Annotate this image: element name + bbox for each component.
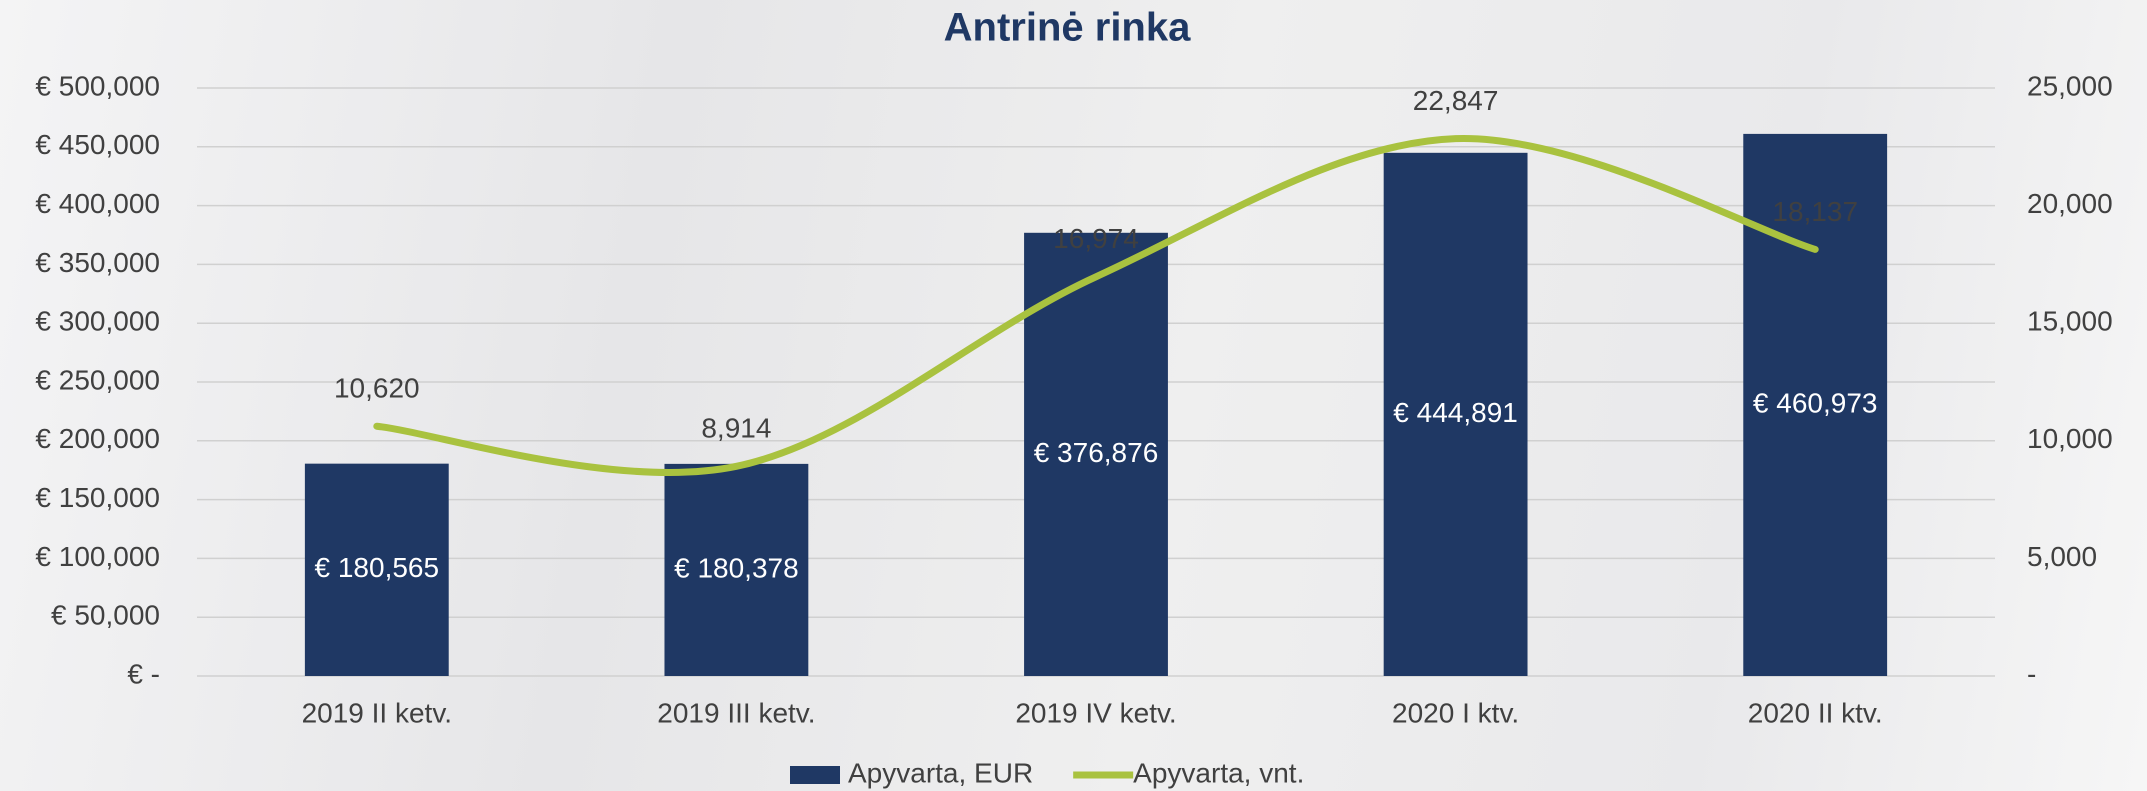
y2-tick-label: 25,000 [2027, 70, 2113, 101]
x-tick-label: 2019 III ketv. [657, 697, 815, 728]
y2-tick-label: 20,000 [2027, 188, 2113, 219]
x-tick-label: 2019 IV ketv. [1015, 697, 1176, 728]
x-tick-label: 2020 I ktv. [1392, 697, 1519, 728]
x-tick-label: 2020 II ktv. [1748, 697, 1883, 728]
bar-value-label: € 460,973 [1753, 387, 1878, 418]
bar-value-label: € 180,565 [315, 552, 440, 583]
y2-tick-label: 10,000 [2027, 423, 2113, 454]
y-tick-label: € 150,000 [35, 482, 160, 513]
y2-tick-label: 15,000 [2027, 306, 2113, 337]
bar-value-label: € 376,876 [1034, 437, 1159, 468]
chart: Antrinė rinka € - € 50,000 € 100,000 € 150,… [0, 0, 2147, 791]
bar-value-label: € 180,378 [674, 552, 799, 583]
y-tick-label: € 250,000 [35, 364, 160, 395]
y-tick-label: € 500,000 [35, 70, 160, 101]
line-value-label: 16,974 [1053, 223, 1139, 254]
y-tick-label: € 450,000 [35, 129, 160, 160]
y-tick-label: € 350,000 [35, 247, 160, 278]
y-tick-label: € 200,000 [35, 423, 160, 454]
y-tick-label: € - [127, 658, 160, 689]
y2-tick-label: - [2027, 658, 2036, 689]
line-value-label: 18,137 [1772, 196, 1858, 227]
bar-value-label: € 444,891 [1393, 397, 1518, 428]
legend-label: Apyvarta, vnt. [1133, 757, 1304, 788]
y2-tick-label: 5,000 [2027, 541, 2097, 572]
y-tick-label: € 400,000 [35, 188, 160, 219]
chart-title: Antrinė rinka [944, 6, 1191, 50]
x-tick-label: 2019 II ketv. [302, 697, 452, 728]
y-tick-label: € 300,000 [35, 306, 160, 337]
line-value-label: 10,620 [334, 373, 420, 404]
y-tick-label: € 100,000 [35, 541, 160, 572]
legend-label: Apyvarta, EUR [848, 757, 1033, 788]
legend-swatch [790, 766, 840, 784]
y-tick-label: € 50,000 [51, 600, 160, 631]
line-value-label: 22,847 [1413, 85, 1499, 116]
line-value-label: 8,914 [701, 413, 771, 444]
